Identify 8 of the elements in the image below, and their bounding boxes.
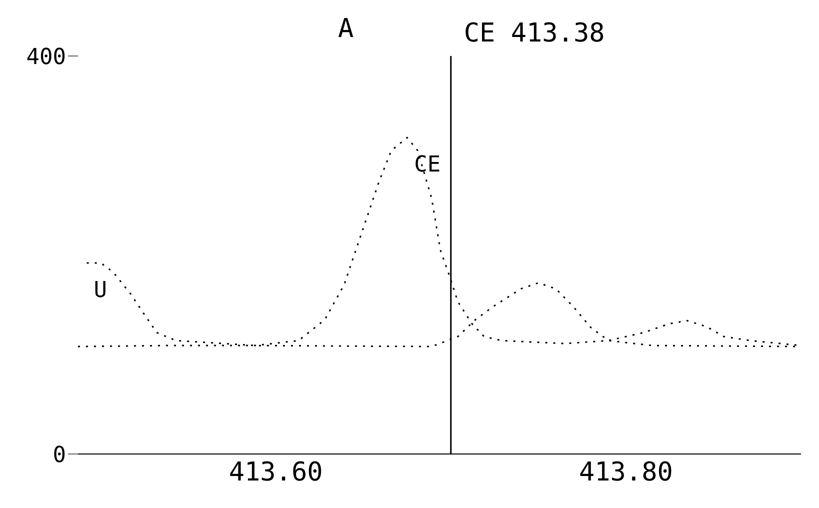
y-tick-label: 0 — [52, 442, 66, 468]
x-tick-label: 413.60 — [228, 457, 323, 488]
ref-line-label: CE 413.38 — [464, 18, 605, 48]
y-tick-label: 400 — [26, 44, 66, 70]
chart-title: A — [338, 14, 354, 44]
series-label: CE — [414, 152, 441, 178]
x-tick-label: 413.80 — [578, 457, 673, 488]
series-label: U — [94, 278, 108, 303]
